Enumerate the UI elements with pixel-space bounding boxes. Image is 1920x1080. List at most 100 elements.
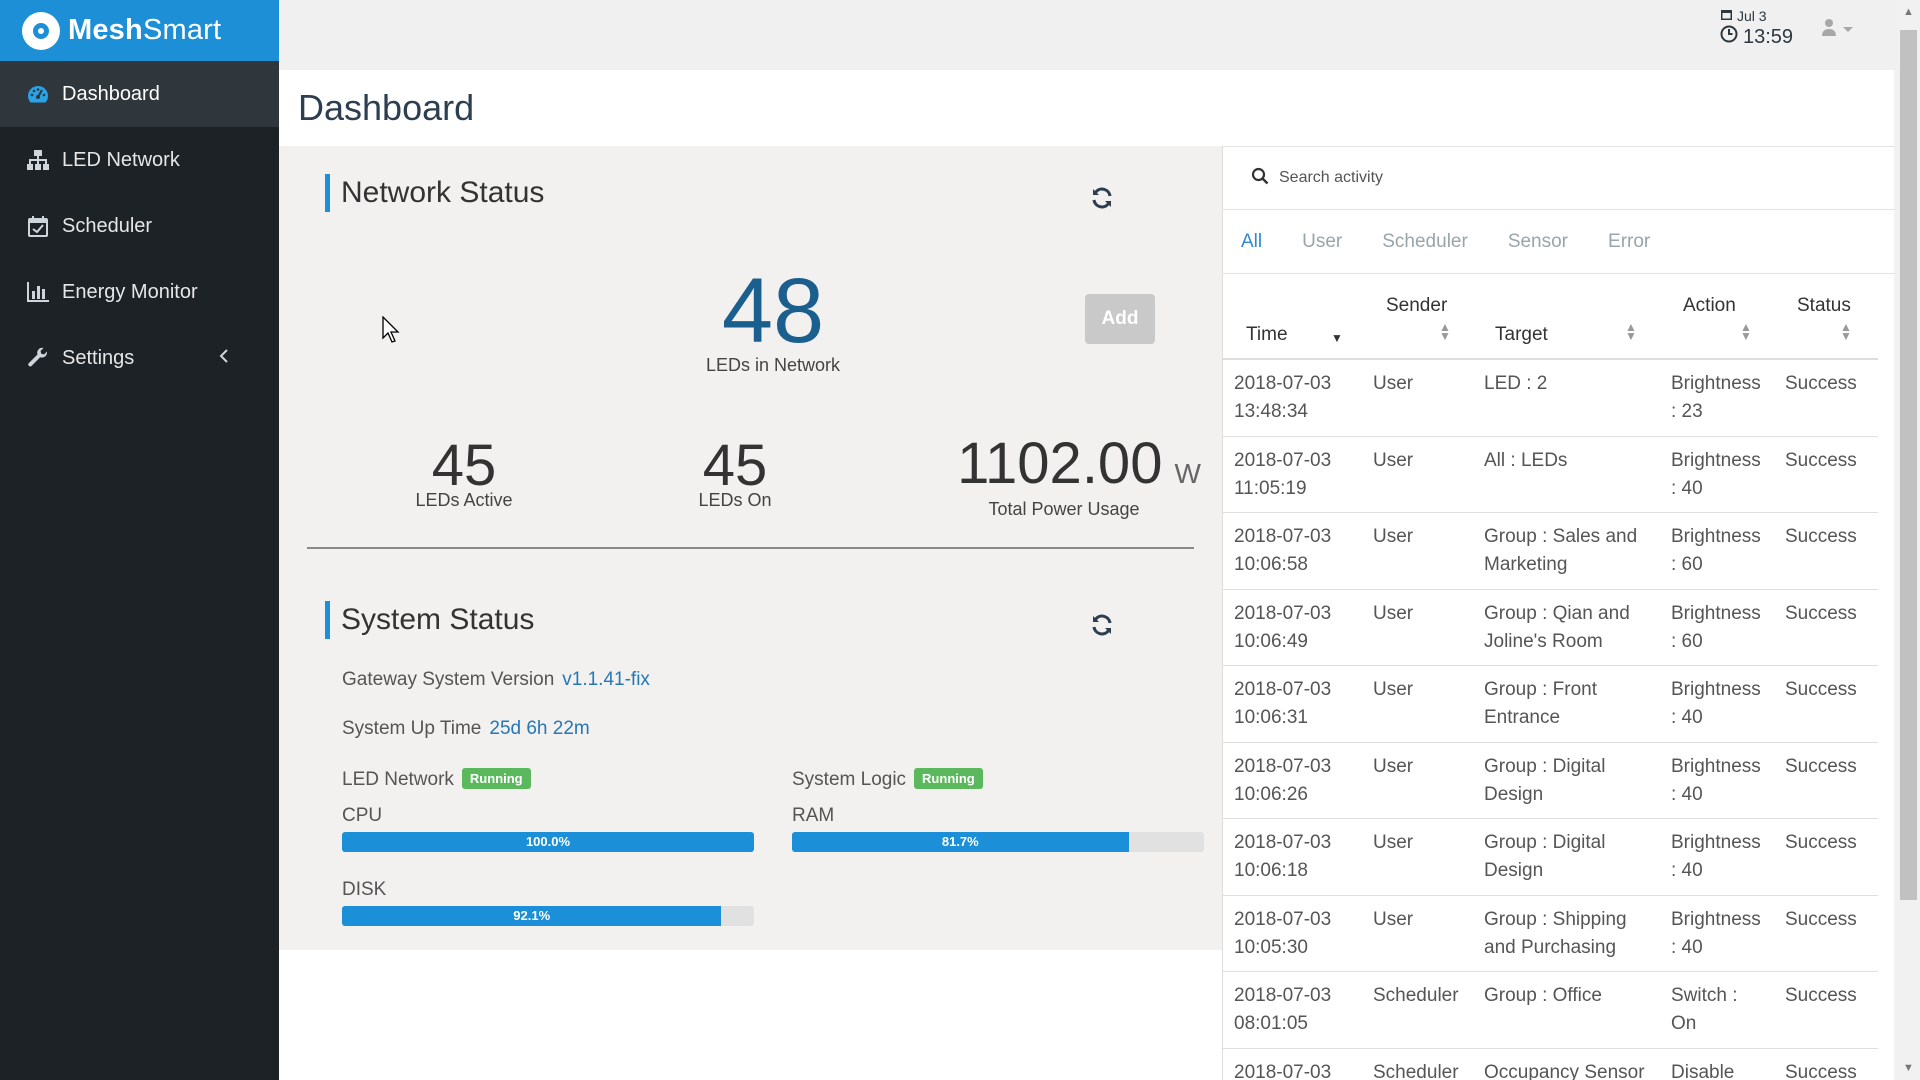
- sidebar-item-label: LED Network: [62, 148, 180, 171]
- caret-down-icon: [1842, 21, 1854, 39]
- cell-time: 2018-07-03 10:06:18: [1234, 829, 1362, 885]
- column-status[interactable]: Status: [1797, 295, 1851, 316]
- cell-target: Occupancy Sensor: [1484, 1059, 1659, 1080]
- cell-time: 2018-07-03 13:48:34: [1234, 370, 1362, 426]
- disk-progress-fill: 92.1%: [342, 906, 722, 926]
- tab-all[interactable]: All: [1241, 230, 1263, 252]
- cell-action: Brightness: 60: [1671, 523, 1779, 579]
- cell-action-text: : 60: [1671, 554, 1703, 575]
- cell-action-text: Brightness: [1671, 755, 1761, 777]
- cell-action: Brightness: 60: [1671, 600, 1779, 656]
- sidebar-item-dashboard[interactable]: Dashboard: [0, 61, 279, 127]
- system-refresh-icon[interactable]: [1090, 613, 1118, 641]
- network-refresh-icon[interactable]: [1090, 186, 1118, 214]
- tab-scheduler[interactable]: Scheduler: [1382, 230, 1468, 252]
- brand[interactable]: MeshSmart: [0, 0, 279, 61]
- sort-icon[interactable]: ▲ ▼: [1439, 320, 1451, 343]
- cell-action: Brightness: 40: [1671, 753, 1779, 809]
- sort-desc-icon[interactable]: ▼: [1331, 331, 1343, 345]
- cell-sender: User: [1373, 523, 1473, 551]
- sort-icon[interactable]: ▲ ▼: [1625, 320, 1637, 343]
- leds-in-network-value: 48: [721, 260, 825, 362]
- column-action[interactable]: Action: [1683, 295, 1736, 316]
- current-time: 13:59: [1743, 25, 1794, 48]
- table-row[interactable]: 2018-07-03 08:01:05 Scheduler Group : Offic…: [1223, 972, 1878, 1049]
- column-sender[interactable]: Sender: [1386, 295, 1448, 316]
- sort-icon[interactable]: ▲ ▼: [1840, 320, 1852, 343]
- sort-icon[interactable]: ▲ ▼: [1740, 320, 1752, 343]
- sidebar-item-scheduler[interactable]: Scheduler: [0, 193, 279, 259]
- cell-time-text: 11:05:19: [1234, 477, 1307, 499]
- search-icon: [1251, 167, 1269, 190]
- sidebar-item-settings[interactable]: Settings: [0, 325, 279, 391]
- gateway-version-row: Gateway System Version v1.1.41-fix: [342, 669, 650, 691]
- page-scrollbar[interactable]: ▲ ▼: [1897, 0, 1920, 1080]
- cell-status: Success: [1785, 982, 1875, 1010]
- table-row[interactable]: 2018-07-03 10:06:49 User Group : Qian and J…: [1223, 590, 1878, 666]
- total-power-usage: 1102.00 W Total Power Usage: [934, 433, 1224, 520]
- cell-action-text: Brightness: [1671, 373, 1761, 394]
- cpu-label: CPU: [342, 805, 383, 826]
- cell-sender: Scheduler: [1373, 1059, 1473, 1080]
- mouse-cursor-icon: [382, 315, 400, 349]
- cell-action-text: : 40: [1671, 936, 1703, 958]
- scroll-thumb[interactable]: [1900, 30, 1917, 900]
- section-divider: [307, 547, 1194, 549]
- column-time[interactable]: Time: [1246, 324, 1288, 345]
- cell-time: 2018-07-03 10:05:30: [1234, 906, 1362, 962]
- uptime-value: 25d 6h 22m: [489, 718, 590, 739]
- tab-error[interactable]: Error: [1608, 230, 1651, 252]
- scroll-up-icon[interactable]: ▲: [1903, 6, 1914, 18]
- cell-target: Group : Office: [1484, 982, 1659, 1010]
- network-status-title: Network Status: [325, 174, 544, 212]
- table-row[interactable]: 2018-07-03 10:06:18 User Group : Digital De…: [1223, 819, 1878, 896]
- wrench-icon: [24, 347, 52, 369]
- cell-time: 2018-07-03 11:05:19: [1234, 447, 1362, 503]
- table-row[interactable]: 2018-07-03 11:05:19 User All : LEDs Brightne…: [1223, 437, 1878, 513]
- cell-status: Success: [1785, 676, 1875, 704]
- chevron-left-icon[interactable]: [219, 347, 229, 370]
- tab-sensor[interactable]: Sensor: [1507, 230, 1569, 252]
- table-row[interactable]: 2018-07-03 10:06:31 User Group : Front Entr…: [1223, 666, 1878, 743]
- cell-sender: User: [1373, 906, 1473, 934]
- cell-time: 2018-07-03 08:01:05: [1234, 982, 1362, 1038]
- cell-action-text: Disable: [1671, 1061, 1735, 1080]
- user-menu[interactable]: [1822, 18, 1854, 41]
- sidebar-item-energy-monitor[interactable]: Energy Monitor: [0, 259, 279, 325]
- sitemap-icon: [24, 149, 52, 171]
- cell-sender-text: User: [1373, 679, 1414, 700]
- cell-status-text: Success: [1785, 832, 1857, 853]
- system-logic-status-row: System Logic Running: [792, 768, 983, 791]
- cell-target-text: Group : Digital Design: [1484, 832, 1606, 881]
- add-button[interactable]: Add: [1085, 294, 1155, 344]
- table-row[interactable]: 2018-07-03 10:05:30 User Group : Shipping a…: [1223, 896, 1878, 972]
- meshsmart-logo-icon: [22, 11, 60, 50]
- cell-time: 2018-07-03 10:06:58: [1234, 523, 1362, 579]
- sidebar-item-led-network[interactable]: LED Network: [0, 127, 279, 193]
- column-target[interactable]: Target: [1495, 324, 1548, 345]
- total-power-value: 1102.00: [957, 431, 1163, 496]
- table-row[interactable]: 2018-07-03 10:06:58 User Group : Sales and …: [1223, 513, 1878, 590]
- cell-target: Group : Sales and Marketing: [1484, 523, 1659, 579]
- cell-status-text: Success: [1785, 526, 1857, 547]
- cell-time-text: 10:06:18: [1234, 860, 1308, 881]
- cell-action-text: Brightness: [1671, 908, 1761, 930]
- tab-user[interactable]: User: [1302, 230, 1343, 252]
- gateway-version-label: Gateway System Version: [342, 669, 555, 690]
- cell-target: Group : Shipping and Purchasing: [1484, 906, 1659, 962]
- table-body: 2018-07-03 13:48:34 User LED : 2 Brightness:…: [1223, 360, 1878, 1080]
- cell-time-text: 2018-07-03: [1234, 373, 1332, 394]
- cell-time: 2018-07-03 10:06:26: [1234, 753, 1362, 809]
- table-row[interactable]: 2018-07-03 Scheduler Occupancy Sensor Disab…: [1223, 1049, 1878, 1080]
- cell-time-text: 10:06:58: [1234, 554, 1308, 575]
- table-row[interactable]: 2018-07-03 13:48:34 User LED : 2 Brightness:…: [1223, 360, 1878, 437]
- table-row[interactable]: 2018-07-03 10:06:26 User Group : Digital De…: [1223, 743, 1878, 819]
- cell-action: Brightness: 23: [1671, 370, 1779, 426]
- cell-status: Success: [1785, 829, 1875, 857]
- scroll-down-icon[interactable]: ▼: [1903, 1062, 1914, 1074]
- search-input[interactable]: [1279, 169, 1839, 187]
- cell-target-text: LED : 2: [1484, 373, 1548, 394]
- cell-time: 2018-07-03 10:06:49: [1234, 600, 1362, 656]
- cell-status: Success: [1785, 600, 1875, 628]
- cell-target: Group : Digital Design: [1484, 753, 1659, 809]
